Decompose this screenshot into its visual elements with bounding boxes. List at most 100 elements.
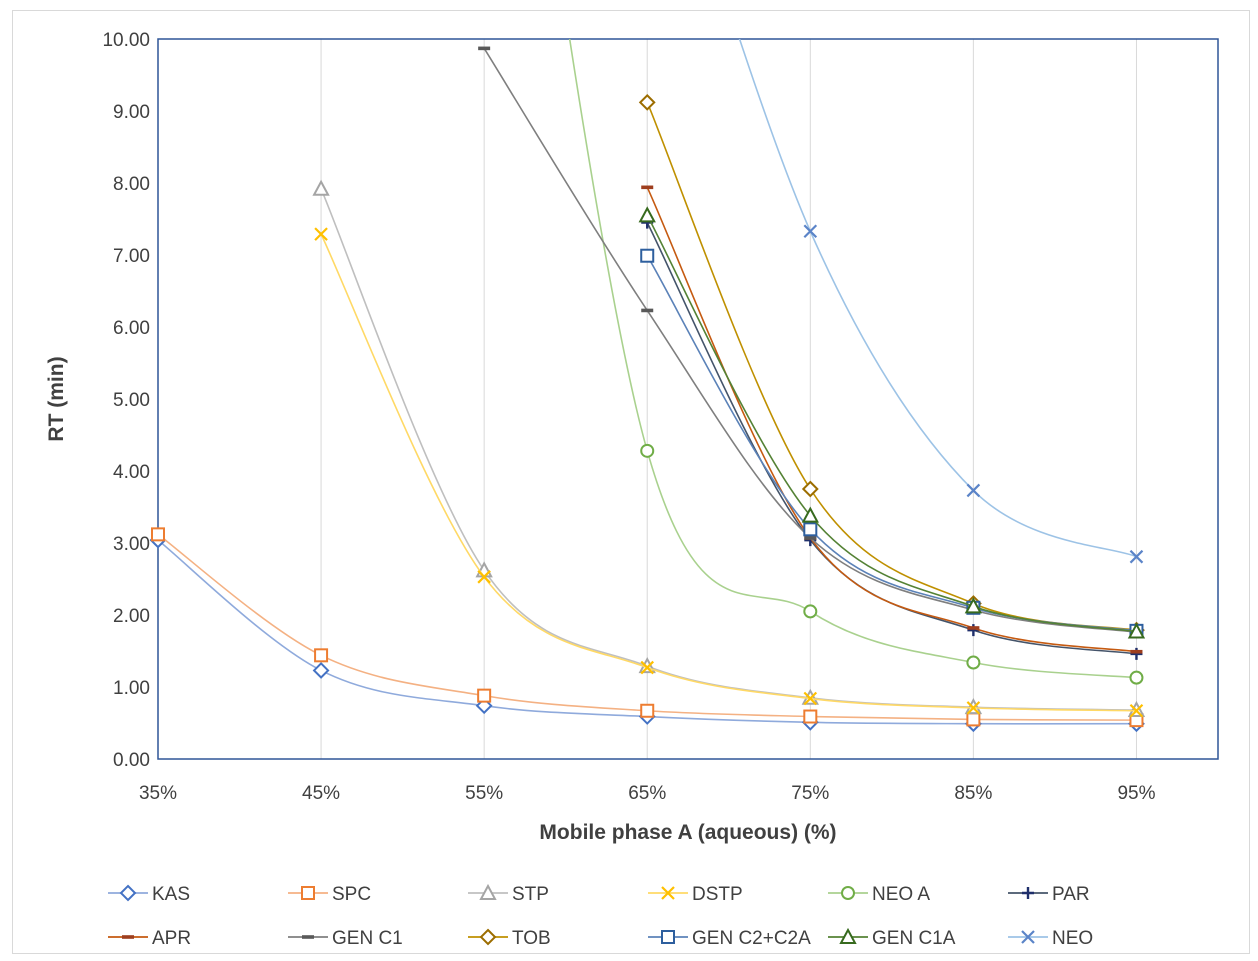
- series-line-stp: [320, 188, 1137, 711]
- legend-item-neo: NEO: [1008, 928, 1093, 949]
- data-point-gen-c1a: [801, 506, 819, 523]
- y-tick-label: 0.00: [113, 750, 150, 771]
- data-point-gen-c1a: [964, 597, 983, 614]
- legend-label: NEO: [1052, 928, 1093, 949]
- data-point-spc: [151, 527, 165, 542]
- legend-marker: [1022, 887, 1034, 899]
- line-chart: 0.00 1.00 2.00 3.00 4.00 5.00 6.00 7.00 8.00 9.00…: [45, 30, 1219, 949]
- y-tick-label: 3.00: [113, 534, 150, 555]
- data-point-neo: [803, 224, 818, 239]
- x-tick-label: 75%: [791, 783, 829, 804]
- series-layer: [149, 39, 1146, 733]
- y-tick-label: 4.00: [113, 462, 150, 483]
- legend-marker: [661, 930, 675, 944]
- y-axis-title: RT (min): [45, 356, 68, 441]
- data-point-spc: [966, 712, 981, 727]
- series-line-gen-c1: [483, 47, 1137, 634]
- x-tick-label: 85%: [954, 783, 992, 804]
- series-neo-a: [568, 39, 1144, 685]
- legend-marker: [479, 928, 497, 946]
- data-point-neo-a: [966, 655, 981, 670]
- series-line-gen-c2-c2a: [646, 255, 1137, 632]
- legend-item-gen-c1a: GEN C1A: [828, 927, 956, 949]
- legend-label: GEN C2+C2A: [692, 928, 811, 949]
- series-spc: [151, 527, 1144, 728]
- data-point-gen-c1: [641, 308, 654, 313]
- legend-label: TOB: [512, 928, 551, 949]
- series-line-tob: [646, 102, 1137, 631]
- series-gen-c1a: [638, 206, 1146, 639]
- legend-item-spc: SPC: [288, 884, 371, 905]
- legend-label: NEO A: [872, 884, 930, 905]
- data-point-par: [1130, 647, 1143, 660]
- legend-item-gen-c1: GEN C1: [288, 928, 403, 949]
- legend-marker: [661, 886, 675, 900]
- series-line-par: [646, 222, 1137, 655]
- data-point-dstp: [803, 691, 818, 706]
- series-line-neo: [738, 39, 1137, 558]
- data-point-neo-a: [640, 443, 655, 458]
- legend-label: PAR: [1052, 884, 1090, 905]
- data-point-apr: [967, 626, 980, 630]
- data-point-spc: [640, 703, 655, 718]
- legend-label: SPC: [332, 884, 371, 905]
- x-tick-label: 35%: [139, 783, 177, 804]
- legend-item-stp: STP: [468, 883, 549, 905]
- legend-item-neo-a: NEO A: [828, 884, 930, 905]
- legend-label: APR: [152, 928, 191, 949]
- data-point-dstp: [640, 660, 655, 675]
- legend-marker: [119, 884, 137, 902]
- legend-marker: [839, 927, 857, 944]
- series-stp: [312, 179, 1146, 718]
- series-line-dstp: [320, 233, 1137, 712]
- legend-marker: [301, 886, 315, 900]
- legend-marker: [122, 935, 134, 939]
- y-tick-label: 7.00: [113, 246, 150, 267]
- y-tick-label: 8.00: [113, 174, 150, 195]
- data-point-spc: [803, 709, 818, 724]
- data-point-apr: [641, 185, 654, 190]
- chart-frame: 0.00 1.00 2.00 3.00 4.00 5.00 6.00 7.00 8.00 9.00…: [12, 10, 1250, 954]
- series-tob: [638, 93, 1145, 639]
- legend-marker: [479, 883, 497, 900]
- legend-item-dstp: DSTP: [648, 884, 743, 905]
- data-point-dstp: [477, 570, 491, 584]
- data-point-gen-c2-c2a: [803, 522, 818, 537]
- data-point-kas: [312, 662, 330, 679]
- data-point-gen-c1a: [638, 206, 656, 223]
- series-dstp: [314, 227, 1144, 718]
- data-point-tob: [638, 93, 656, 111]
- data-point-neo-a: [1129, 670, 1144, 685]
- legend-item-gen-c2-c2a: GEN C2+C2A: [648, 928, 811, 949]
- axis-layer: [157, 38, 1219, 760]
- data-point-dstp: [966, 701, 981, 715]
- tick-layer: 0.00 1.00 2.00 3.00 4.00 5.00 6.00 7.00 8.00 9.00…: [102, 30, 1155, 804]
- data-point-gen-c1: [478, 46, 491, 51]
- y-tick-label: 1.00: [113, 678, 150, 699]
- data-point-neo-a: [803, 604, 818, 619]
- x-tick-label: 65%: [628, 783, 666, 804]
- data-point-neo: [1129, 549, 1144, 564]
- y-tick-label: 9.00: [113, 102, 150, 123]
- legend-label: STP: [512, 884, 549, 905]
- data-point-dstp: [1129, 703, 1144, 718]
- data-point-dstp: [314, 227, 328, 241]
- data-point-gen-c2-c2a: [640, 248, 655, 263]
- series-neo: [738, 39, 1144, 564]
- legend-item-tob: TOB: [468, 928, 551, 949]
- legend-marker: [1021, 930, 1035, 944]
- x-tick-label: 45%: [302, 783, 340, 804]
- data-point-stp: [312, 179, 330, 196]
- series-line-gen-c1a: [646, 215, 1137, 633]
- data-point-gen-c1a: [1127, 622, 1146, 639]
- x-axis-title: Mobile phase A (aqueous) (%): [539, 821, 836, 844]
- data-point-spc: [477, 688, 492, 703]
- series-line-apr: [646, 186, 1137, 653]
- y-tick-label: 10.00: [102, 30, 150, 51]
- legend-label: DSTP: [692, 884, 743, 905]
- data-point-spc: [314, 648, 329, 663]
- grid-layer: [320, 39, 1137, 759]
- legend-label: GEN C1A: [872, 928, 956, 949]
- plot-area-border: [157, 38, 1219, 760]
- legend-marker: [302, 935, 314, 939]
